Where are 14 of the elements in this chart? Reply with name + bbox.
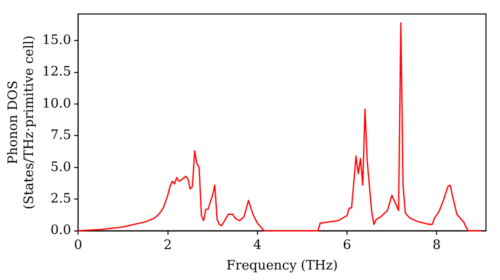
y-tick-label: 12.5 [42, 64, 72, 80]
x-tick-label: 4 [253, 238, 262, 253]
y-tick-label: 0.0 [50, 223, 72, 238]
x-axis-title: Frequency (THz) [226, 258, 338, 274]
x-tick-label: 6 [342, 238, 352, 253]
x-tick-label: 2 [164, 238, 172, 253]
y-tick-label: 15.0 [42, 33, 72, 48]
y-axis-title: Phonon DOS (States/THz·primitive cell) [6, 35, 37, 210]
x-tick-label: 8 [432, 238, 441, 253]
y-tick-label: 5.0 [50, 160, 72, 175]
x-tick-label: 0 [74, 238, 82, 253]
y-tick-label: 2.5 [50, 191, 72, 206]
y-tick-label: 7.5 [50, 128, 72, 144]
y-tick-label: 10.0 [42, 96, 72, 112]
